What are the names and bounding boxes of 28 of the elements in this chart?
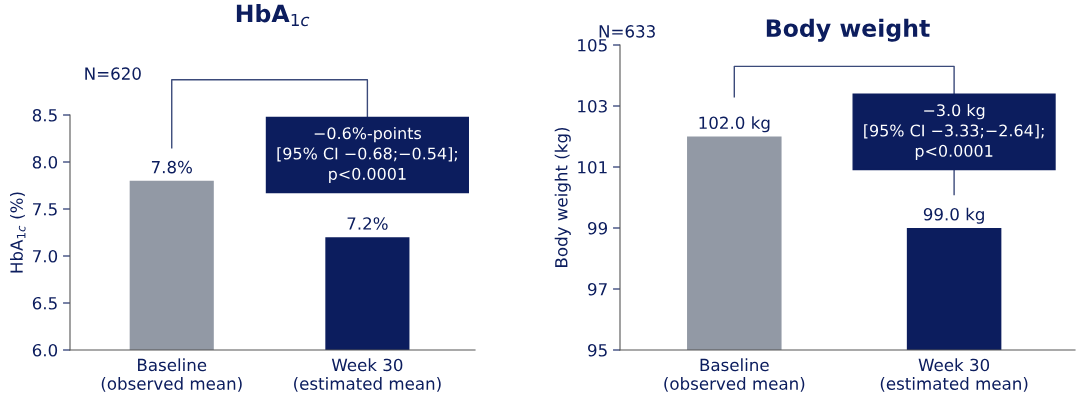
y-tick-label: 101 (578, 160, 607, 174)
y-tick-label: 6.0 (32, 343, 58, 357)
y-tick-label: 97 (588, 282, 607, 296)
y-tick-label: 95 (588, 343, 607, 357)
chart-title: Body weight (766, 18, 930, 42)
y-tick-label: 99 (588, 221, 608, 235)
data-label: 102.0 kg (699, 116, 770, 133)
y-tick-label: 105 (578, 38, 607, 52)
text: N=620 (85, 67, 141, 80)
x-tick-label: Week 30 (estimated mean) (880, 358, 1028, 392)
data-label: 7.2% (347, 217, 388, 230)
annotation: −0.6%-points [95% CI −0.68;−0.54]; p<0.0001 (277, 126, 457, 183)
y-axis-title: Body weight (kg) (554, 127, 571, 267)
text: N=633 (599, 25, 655, 38)
x-tick-label: Baseline (observed mean) (664, 358, 805, 392)
y-axis-title: HbA$_{1c}$ (%) (10, 192, 26, 273)
y-tick-label: 7.0 (33, 249, 58, 263)
annotation: −3.0 kg [95% CI −3.33;−2.64]; p<0.0001 (864, 103, 1044, 160)
x-tick-label: Baseline (observed mean) (101, 358, 242, 392)
data-label: 7.8% (151, 160, 192, 174)
y-tick-label: 103 (578, 99, 607, 113)
y-tick-label: 6.5 (32, 296, 57, 310)
chart-title: HbA$_{1c}$ (236, 4, 310, 27)
data-label: 99.0 kg (923, 207, 984, 224)
x-tick-label: Week 30 (estimated mean) (294, 358, 441, 392)
y-tick-label: 7.5 (33, 203, 57, 216)
y-tick-label: 8.0 (32, 155, 58, 169)
y-tick-label: 8.5 (32, 108, 57, 122)
